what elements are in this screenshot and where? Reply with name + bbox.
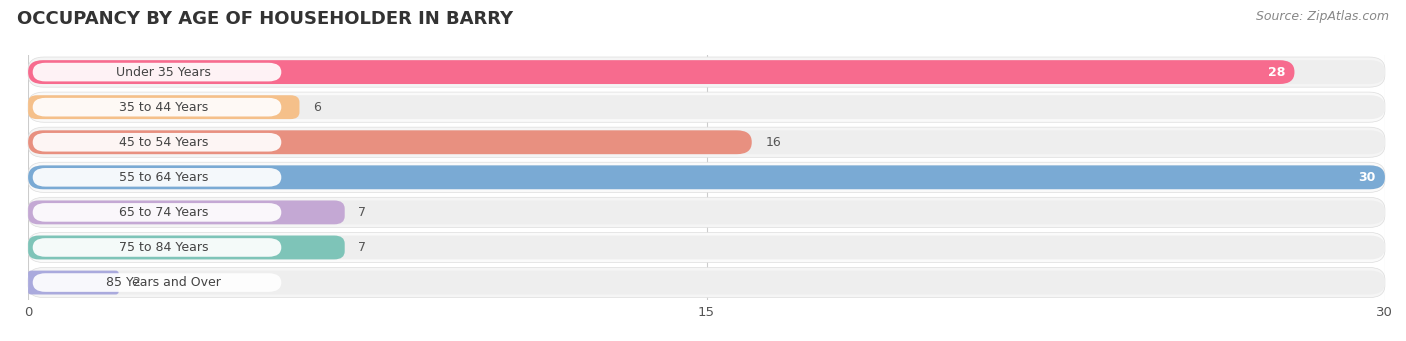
FancyBboxPatch shape	[28, 95, 299, 119]
FancyBboxPatch shape	[32, 273, 281, 292]
Text: 75 to 84 Years: 75 to 84 Years	[120, 241, 208, 254]
FancyBboxPatch shape	[28, 232, 1385, 263]
FancyBboxPatch shape	[28, 127, 1385, 157]
FancyBboxPatch shape	[32, 63, 281, 81]
FancyBboxPatch shape	[32, 133, 281, 151]
FancyBboxPatch shape	[28, 201, 344, 224]
FancyBboxPatch shape	[32, 168, 281, 187]
Text: 16: 16	[765, 136, 782, 149]
FancyBboxPatch shape	[28, 165, 1385, 189]
FancyBboxPatch shape	[28, 162, 1385, 192]
Text: 85 Years and Over: 85 Years and Over	[107, 276, 221, 289]
FancyBboxPatch shape	[28, 130, 752, 154]
Text: Source: ZipAtlas.com: Source: ZipAtlas.com	[1256, 10, 1389, 23]
Text: 7: 7	[359, 206, 367, 219]
FancyBboxPatch shape	[28, 165, 1385, 189]
FancyBboxPatch shape	[28, 60, 1295, 84]
FancyBboxPatch shape	[28, 271, 1385, 295]
FancyBboxPatch shape	[28, 60, 1385, 84]
Text: 7: 7	[359, 241, 367, 254]
FancyBboxPatch shape	[28, 130, 1385, 154]
FancyBboxPatch shape	[28, 236, 1385, 260]
Text: 35 to 44 Years: 35 to 44 Years	[120, 101, 208, 114]
FancyBboxPatch shape	[32, 238, 281, 257]
FancyBboxPatch shape	[28, 57, 1385, 87]
Text: 6: 6	[314, 101, 321, 114]
Text: OCCUPANCY BY AGE OF HOUSEHOLDER IN BARRY: OCCUPANCY BY AGE OF HOUSEHOLDER IN BARRY	[17, 10, 513, 28]
Text: 45 to 54 Years: 45 to 54 Years	[120, 136, 208, 149]
FancyBboxPatch shape	[28, 92, 1385, 122]
Text: 55 to 64 Years: 55 to 64 Years	[120, 171, 208, 184]
Text: 65 to 74 Years: 65 to 74 Years	[120, 206, 208, 219]
FancyBboxPatch shape	[28, 271, 118, 295]
Text: 2: 2	[132, 276, 141, 289]
FancyBboxPatch shape	[28, 236, 344, 260]
FancyBboxPatch shape	[28, 95, 1385, 119]
Text: 30: 30	[1358, 171, 1376, 184]
FancyBboxPatch shape	[28, 267, 1385, 298]
FancyBboxPatch shape	[28, 201, 1385, 224]
FancyBboxPatch shape	[28, 197, 1385, 227]
FancyBboxPatch shape	[32, 98, 281, 117]
Text: 28: 28	[1268, 65, 1285, 78]
FancyBboxPatch shape	[32, 203, 281, 222]
Text: Under 35 Years: Under 35 Years	[117, 65, 211, 78]
